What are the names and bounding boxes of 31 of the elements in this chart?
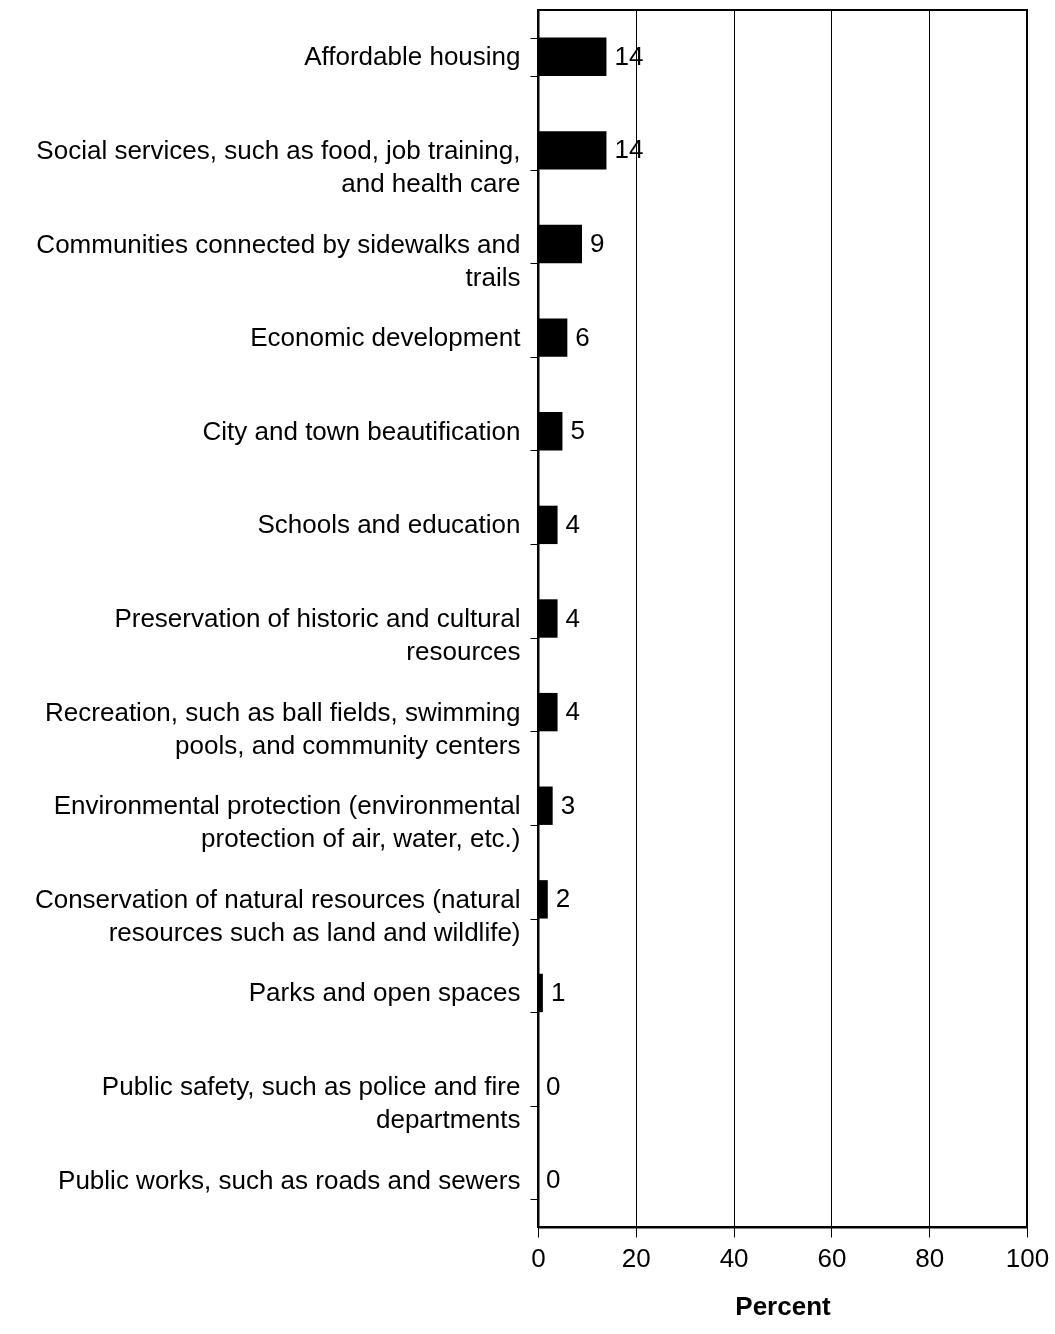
y-tick-label: Social services, such as food, job training, and health care [36,134,521,198]
y-tick-label: Recreation, such as ball fields, swimming pools, and community centers [45,696,521,760]
data-label: 3 [560,789,576,820]
data-label: 1 [550,976,566,1007]
x-tick-label: 20 [621,1242,651,1273]
x-tick-label: 0 [531,1242,546,1273]
x-axis-title: Percent [735,1290,832,1321]
data-label: 4 [565,696,581,727]
x-tick-label: 60 [817,1242,847,1273]
data-label: 6 [575,321,590,352]
y-tick-label: Economic development [250,322,522,353]
y-tick-label: Communities connected by sidewalks and trails [36,228,521,292]
x-tick-label: 100 [1005,1242,1050,1273]
y-tick-label: City and town beautification [202,415,521,446]
data-label: 2 [555,883,571,914]
data-label: 0 [546,1070,561,1101]
y-tick-label: Public safety, such as police and fire departments [101,1071,521,1135]
y-tick-label: Schools and education [257,509,521,540]
y-tick-label: Environmental protection (environmental protection of air, water, etc.) [53,790,521,854]
data-label: 9 [590,228,605,259]
data-label: 5 [570,415,585,446]
y-tick-label: Parks and open spaces [248,977,521,1008]
x-tick-label: 80 [915,1242,945,1273]
x-tick-label: 40 [719,1242,749,1273]
y-tick-label: Conservation of natural resources (natural resources such as land and wildlife) [34,883,521,947]
data-label: 0 [546,1164,561,1195]
y-tick-label: Preservation of historic and cultural resources [114,603,521,666]
y-tick-label: Public works, such as roads and sewers [58,1164,521,1195]
y-tick-label: Affordable housing [304,41,521,72]
data-label: 4 [565,508,581,539]
data-label: 4 [565,602,581,633]
